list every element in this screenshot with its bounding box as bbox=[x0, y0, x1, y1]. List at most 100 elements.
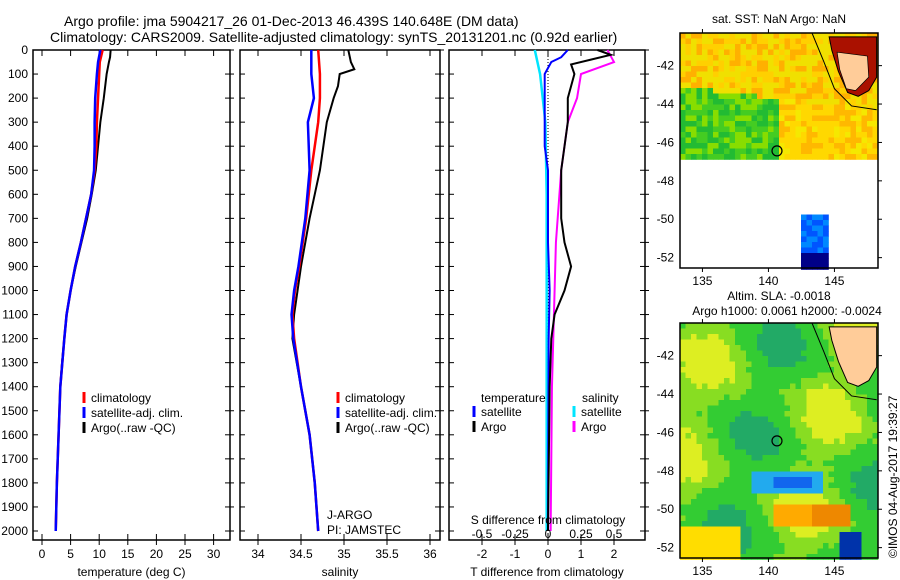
argo-position-marker bbox=[771, 435, 783, 447]
map-cell bbox=[768, 121, 774, 127]
map-cell bbox=[779, 383, 785, 390]
map-cell bbox=[702, 504, 708, 511]
map-cell bbox=[823, 38, 829, 45]
map-cell bbox=[768, 350, 774, 357]
map-cell bbox=[784, 460, 791, 467]
map-cell bbox=[729, 482, 736, 489]
map-cell bbox=[729, 444, 736, 450]
map-cell bbox=[702, 537, 708, 544]
map-cell bbox=[834, 77, 840, 83]
map-cell bbox=[812, 115, 818, 122]
map-cell bbox=[740, 405, 747, 412]
map-cell bbox=[801, 477, 807, 483]
map-cell bbox=[801, 143, 807, 149]
map-cell bbox=[773, 383, 780, 390]
map-cell bbox=[724, 411, 730, 417]
map-cell bbox=[768, 548, 774, 555]
map-cell bbox=[784, 510, 791, 516]
map-cell bbox=[757, 339, 763, 346]
map-cell bbox=[762, 438, 769, 445]
map-cell bbox=[823, 126, 829, 133]
map-cell bbox=[801, 231, 807, 237]
map-cell bbox=[779, 339, 785, 346]
map-cell bbox=[718, 521, 725, 527]
map-cell bbox=[779, 515, 785, 522]
map-cell bbox=[702, 383, 708, 390]
map-cell bbox=[801, 121, 807, 127]
map-cell bbox=[812, 49, 818, 56]
map-cell bbox=[757, 422, 763, 428]
map-cell bbox=[751, 411, 758, 417]
map-cell bbox=[823, 44, 829, 50]
map-cell bbox=[823, 148, 829, 155]
y-tick-label: 1900 bbox=[1, 500, 28, 514]
map-cell bbox=[795, 521, 802, 527]
map-cell bbox=[812, 264, 818, 270]
map-cell bbox=[817, 345, 824, 351]
map-cell bbox=[801, 44, 807, 50]
map-cell bbox=[801, 137, 807, 144]
map-cell bbox=[680, 515, 686, 522]
map-cell bbox=[828, 444, 835, 450]
map-cell bbox=[790, 71, 796, 78]
map-cell bbox=[685, 460, 692, 467]
map-cell bbox=[713, 554, 719, 560]
map-cell bbox=[713, 93, 719, 100]
map-cell bbox=[795, 367, 802, 373]
map-cell bbox=[872, 121, 879, 127]
map-cell bbox=[751, 55, 758, 61]
map-cell bbox=[801, 499, 807, 505]
map-cell bbox=[784, 372, 791, 379]
map-cell bbox=[773, 515, 780, 522]
map-cell bbox=[828, 55, 835, 61]
map-cell bbox=[790, 394, 796, 401]
map-cell bbox=[856, 488, 862, 494]
map-cell bbox=[790, 378, 796, 384]
map-cell bbox=[691, 148, 697, 155]
map-cell bbox=[812, 460, 818, 467]
map-cell bbox=[713, 488, 719, 494]
map-cell bbox=[696, 361, 703, 368]
map-cell bbox=[718, 416, 725, 423]
map-cell bbox=[828, 543, 835, 549]
map-cell bbox=[762, 378, 769, 384]
map-cell bbox=[713, 82, 719, 89]
map-cell bbox=[850, 515, 857, 522]
map-cell bbox=[784, 334, 791, 340]
map-cell bbox=[817, 488, 824, 494]
map-cell bbox=[729, 137, 736, 144]
map-cell bbox=[724, 367, 730, 373]
map-cell bbox=[746, 60, 752, 67]
map-cell bbox=[806, 71, 813, 78]
map-cell bbox=[740, 110, 747, 116]
map-cell bbox=[718, 548, 725, 555]
map-cell bbox=[691, 82, 697, 89]
map-cell bbox=[707, 71, 714, 78]
map-cell bbox=[746, 137, 752, 144]
map-cell bbox=[680, 82, 686, 89]
map-cell bbox=[696, 60, 703, 67]
map-cell bbox=[845, 394, 851, 401]
map-cell bbox=[680, 88, 686, 94]
map-cell bbox=[746, 93, 752, 100]
map-cell bbox=[790, 532, 796, 538]
map-cell bbox=[779, 521, 785, 527]
legend-label: Argo bbox=[581, 420, 607, 434]
map-cell bbox=[773, 548, 780, 555]
map-cell bbox=[872, 537, 879, 544]
legend-label: satellite-adj. clim. bbox=[91, 406, 183, 420]
map-cell bbox=[713, 99, 719, 105]
map-cell bbox=[713, 482, 719, 489]
map-cell bbox=[713, 49, 719, 56]
map-cell bbox=[740, 411, 747, 417]
map-cell bbox=[779, 477, 785, 483]
sla-map-title: Altim. SLA: -0.0018 bbox=[727, 289, 831, 303]
map-cell bbox=[867, 400, 873, 406]
map-cell bbox=[812, 137, 818, 144]
map-cell bbox=[729, 77, 736, 83]
map-cell bbox=[856, 143, 862, 149]
map-cell bbox=[867, 126, 873, 133]
map-cell bbox=[779, 115, 785, 122]
map-cell bbox=[685, 411, 692, 417]
map-cell bbox=[828, 378, 835, 384]
